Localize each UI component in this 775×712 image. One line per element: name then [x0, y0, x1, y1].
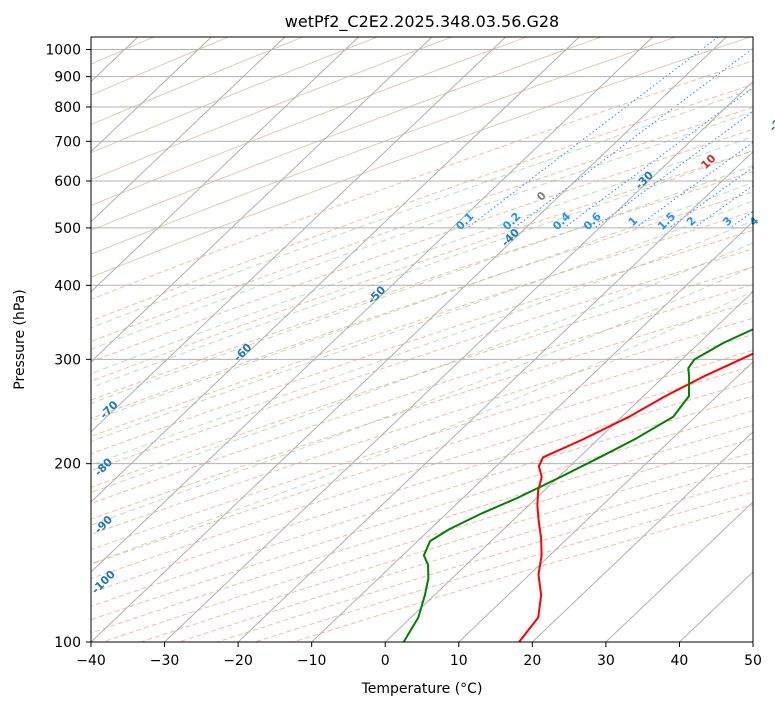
x-tick-label: 10 [450, 653, 468, 669]
isotherm-line [91, 37, 727, 642]
y-tick-label: 400 [54, 278, 81, 294]
cold-adiabat-line [91, 37, 676, 255]
x-tick-label: 0 [381, 653, 390, 669]
dry-adiabat-line [91, 248, 753, 472]
dry-adiabat-line [91, 395, 753, 607]
dry-adiabat-line [91, 283, 753, 504]
isotherm-line [384, 291, 753, 642]
dry-adiabat-line [91, 60, 753, 300]
x-tick-label: −10 [297, 653, 327, 669]
x-tick-label: −30 [150, 653, 180, 669]
dry-adiabat-line [91, 365, 753, 580]
isotherm-line [164, 80, 753, 642]
y-tick-label: 800 [54, 100, 81, 116]
y-tick-label: 100 [54, 635, 81, 651]
y-tick-label: 500 [54, 221, 81, 237]
dry-adiabat-line [91, 333, 753, 551]
cold-adiabat-line [91, 37, 602, 231]
isotherm-line [91, 37, 506, 433]
chart-title: wetPf2_C2E2.2025.348.03.56.G28 [285, 12, 559, 32]
x-tick-label: 20 [523, 653, 541, 669]
y-tick-label: 600 [54, 174, 81, 190]
y-tick-label: 900 [54, 70, 81, 86]
temperature-profile-line [518, 352, 753, 642]
dewpoint-profile-line [402, 328, 753, 642]
cold-adiabat-line [91, 37, 527, 207]
cold-adiabat-line [91, 37, 378, 154]
x-axis-ticks: −40 −30 −20 −10 0 10 20 30 40 50 [76, 642, 762, 669]
plot-area [91, 37, 753, 642]
isotherm-line [91, 37, 212, 153]
y-tick-label: 1000 [45, 43, 81, 59]
isotherm-line [91, 37, 654, 573]
dry-adiabat-line [91, 317, 753, 535]
dry-adiabat-line [91, 106, 753, 343]
dry-adiabat-line [91, 150, 753, 382]
isotherm-line [605, 501, 753, 642]
isotherm-line [237, 150, 753, 642]
mixing-ratio-lines [467, 37, 753, 229]
cold-adiabat-line [91, 37, 303, 126]
x-axis-label: Temperature (°C) [361, 681, 483, 697]
isotherm-line [91, 37, 433, 363]
skewed-isotherms [91, 37, 753, 642]
y-axis-label: Pressure (hPa) [12, 289, 28, 389]
profile-lines [402, 328, 753, 642]
moist-adiabat-line [91, 135, 753, 375]
dry-adiabat-line [91, 380, 753, 594]
dry-adiabat-line [91, 300, 753, 520]
moist-adiabat-line [91, 220, 753, 466]
y-tick-label: 300 [54, 352, 81, 368]
pressure-gridlines [91, 49, 753, 642]
mixing-ratio-line [467, 37, 719, 229]
x-tick-label: −20 [223, 653, 253, 669]
moist-adiabat-line [91, 200, 753, 443]
x-tick-label: −40 [76, 653, 106, 669]
moist-adiabat-line [91, 290, 753, 565]
isotherm-line [91, 37, 359, 293]
isotherm-label: -20 [767, 111, 775, 134]
x-tick-label: 50 [744, 653, 762, 669]
isotherm-line [458, 361, 753, 642]
cold-adiabat-line [91, 37, 453, 181]
cold-adiabat-line [91, 37, 229, 96]
y-axis-ticks: 100 200 300 400 500 600 700 800 900 1000 [45, 43, 91, 651]
dry-adiabat-line [91, 171, 753, 401]
mixing-ratio-line [563, 87, 753, 229]
y-tick-label: 200 [54, 457, 81, 473]
moist-adiabat-line [91, 181, 753, 422]
cold-adiabat-line [91, 37, 751, 278]
dry-adiabat-line [91, 349, 753, 565]
isotherm-line [91, 37, 286, 223]
plot-frame [90, 36, 754, 643]
isotherm-line [311, 220, 753, 642]
moist-adiabat-line [91, 88, 753, 329]
isotherm-line [91, 37, 580, 503]
x-tick-label: 30 [597, 653, 615, 669]
isotherm-line [531, 431, 753, 642]
x-tick-label: 40 [671, 653, 689, 669]
y-tick-label: 700 [54, 134, 81, 150]
mixing-ratio-line [594, 110, 753, 229]
